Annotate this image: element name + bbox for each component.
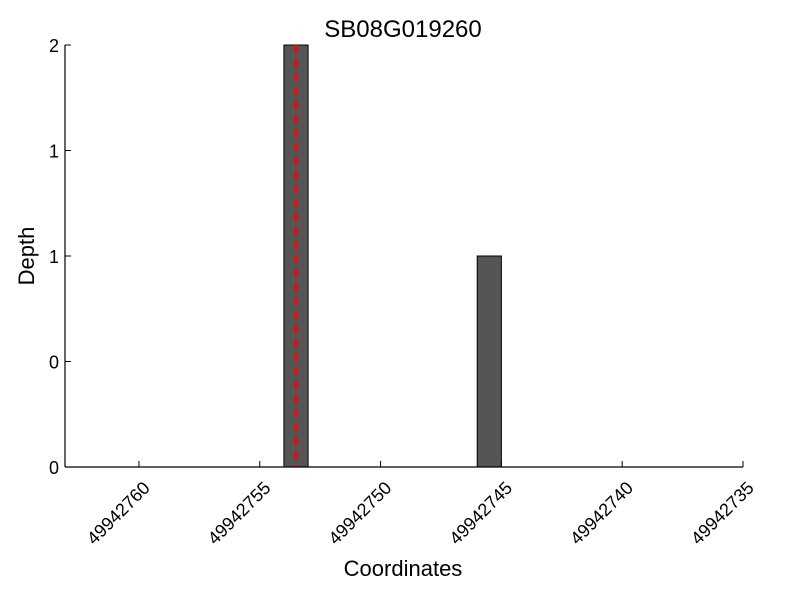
y-tick-label: 2: [49, 36, 59, 56]
x-tick-label: 49942755: [204, 478, 275, 549]
bar-1: [476, 255, 502, 468]
y-tick-label: 0: [49, 458, 59, 478]
y-tick-label: 1: [49, 142, 59, 162]
y-tick-label: 0: [49, 353, 59, 373]
y-tick-label: 1: [49, 247, 59, 267]
x-tick-label: 49942735: [687, 478, 758, 549]
x-axis-label: Coordinates: [344, 556, 463, 581]
chart-title: SB08G019260: [324, 16, 481, 43]
x-tick-label: 49942750: [325, 478, 396, 549]
x-tick-label: 49942745: [445, 478, 516, 549]
x-tick-label: 49942760: [83, 478, 154, 549]
x-tick-label: 49942740: [566, 478, 637, 549]
y-axis-label: Depth: [14, 227, 39, 286]
